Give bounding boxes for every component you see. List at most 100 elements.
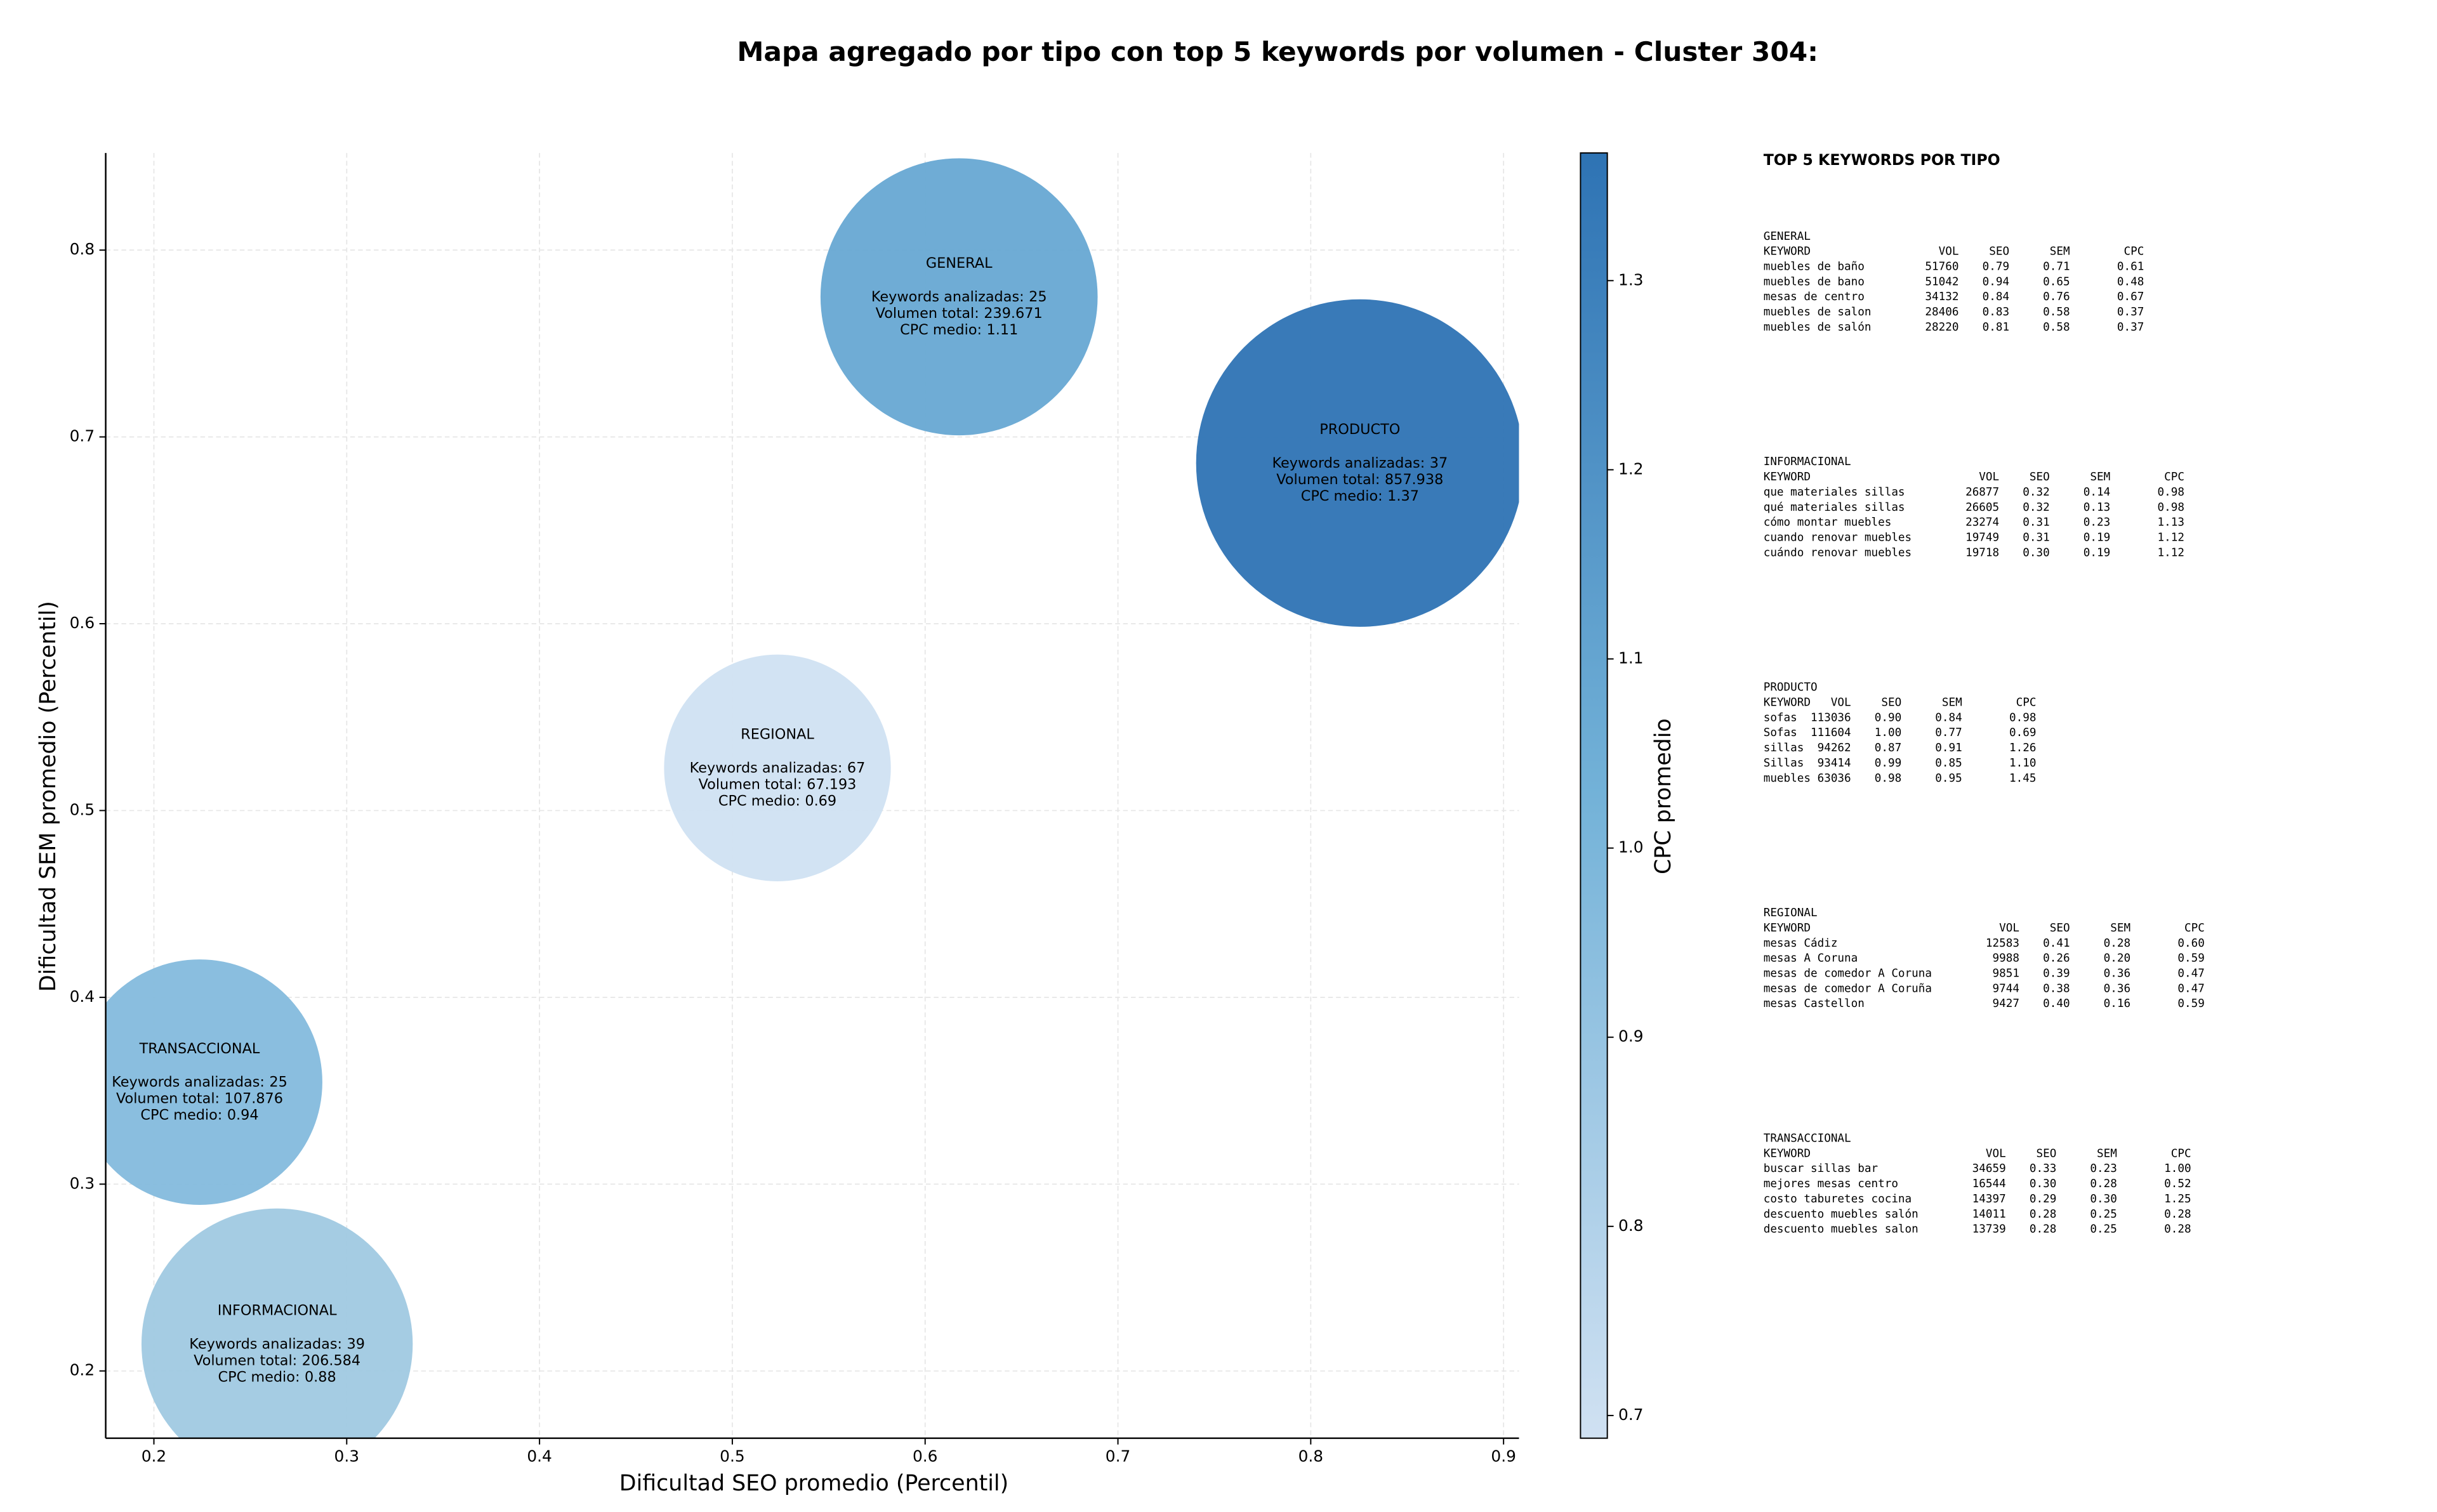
table-cell: muebles: [1764, 772, 1811, 785]
bubble-label: CPC medio: 0.94: [140, 1107, 258, 1123]
table-cell: cuándo renovar muebles: [1764, 546, 1912, 559]
table-header: SEM: [2097, 1147, 2117, 1160]
table-header: SEO: [1881, 696, 1901, 709]
bubble-label-prefix: Keywords analizadas:: [112, 1074, 265, 1090]
bubble-label-prefix: CPC medio:: [900, 321, 982, 338]
table-cell: 1.00: [1875, 726, 1901, 739]
bubble-label-value: 25: [269, 1074, 287, 1090]
table-cell: 93414: [1818, 757, 1851, 770]
table-cell: 1.13: [2158, 516, 2184, 529]
table-cell: 0.37: [2117, 321, 2144, 334]
table-cell: 19749: [1965, 532, 1999, 544]
table-cell: 0.39: [2043, 967, 2070, 980]
table-cell: 19718: [1965, 546, 1999, 559]
table-header: CPC: [2164, 471, 2184, 483]
table-cell: 0.84: [1983, 291, 2009, 303]
x-tick-label: 0.7: [1106, 1447, 1131, 1466]
table-cell: 1.12: [2158, 546, 2184, 559]
table-cell: 0.13: [2084, 501, 2110, 514]
table-header: SEO: [1989, 246, 2009, 258]
table-cell: 9851: [1993, 967, 2019, 980]
table-cell: 0.87: [1875, 742, 1901, 754]
bubble-name: REGIONAL: [741, 726, 814, 743]
table-cell: 0.20: [2104, 952, 2130, 965]
table-cell: 0.38: [2043, 982, 2070, 995]
bubble-label-prefix: CPC medio:: [718, 792, 800, 809]
bubble-label: Volumen total: 239.671: [876, 305, 1043, 321]
table-cell: Sillas: [1764, 757, 1804, 770]
table-cell: 0.95: [1935, 772, 1962, 785]
table-cell: 0.98: [2158, 501, 2184, 514]
y-tick-label: 0.8: [70, 240, 95, 258]
table-cell: muebles de bano: [1764, 275, 1865, 288]
y-tick-label: 0.7: [70, 427, 95, 445]
plot-area: [105, 153, 1519, 1438]
y-tick-label: 0.5: [70, 800, 95, 818]
x-tick-label: 0.3: [334, 1447, 360, 1466]
bubble-label: Volumen total: 206.584: [194, 1352, 360, 1369]
bubble-label-prefix: Keywords analizadas:: [690, 759, 843, 776]
table-cell: 0.98: [2158, 486, 2184, 499]
table-cell: 34132: [1925, 291, 1958, 303]
table-cell: 0.90: [1875, 711, 1901, 724]
bubble-label-value: 25: [1029, 288, 1047, 305]
table-cell: 0.33: [2030, 1162, 2056, 1175]
table-cell: mesas de comedor A Coruna: [1764, 967, 1932, 980]
table-header: KEYWORD: [1764, 696, 1811, 709]
bubble-name: PRODUCTO: [1319, 421, 1400, 438]
table-cell: 0.32: [2023, 501, 2049, 514]
bubble-label-prefix: CPC medio:: [218, 1369, 300, 1385]
table-cell: 0.19: [2084, 532, 2110, 544]
table-cell: 0.25: [2090, 1223, 2117, 1236]
table-cell: 0.84: [1935, 711, 1962, 724]
bubble-label-value: 1.11: [987, 321, 1019, 338]
x-tick-label: 0.8: [1298, 1447, 1324, 1466]
bubble-label-prefix: Volumen total:: [699, 776, 802, 792]
table-cell: 0.76: [2043, 291, 2070, 303]
bubble-label-value: 37: [1430, 454, 1448, 471]
x-tick-label: 0.5: [720, 1447, 745, 1466]
colorbar-label: CPC promedio: [1651, 718, 1676, 874]
bubble-label-prefix: Keywords analizadas:: [189, 1336, 342, 1352]
table-cell: 0.52: [2164, 1178, 2191, 1190]
x-tick-label: 0.9: [1491, 1447, 1516, 1466]
table-cell: 0.47: [2177, 982, 2204, 995]
table-cell: 14011: [1972, 1208, 2006, 1221]
table-cell: muebles de baño: [1764, 261, 1865, 273]
table-header: VOL: [1986, 1147, 2006, 1160]
bubble-label-value: 67.193: [807, 776, 856, 792]
table-header: CPC: [2171, 1147, 2191, 1160]
table-cell: cuando renovar muebles: [1764, 532, 1912, 544]
bubble: [664, 654, 891, 881]
bubble-label-prefix: Volumen total:: [1276, 471, 1380, 487]
table-cell: 0.48: [2117, 275, 2144, 288]
table-cell: mesas de comedor A Coruña: [1764, 982, 1932, 995]
bubble-label-prefix: Volumen total:: [116, 1090, 220, 1107]
table-cell: 0.67: [2117, 291, 2144, 303]
table-cell: mejores mesas centro: [1764, 1178, 1898, 1190]
table-cell: 0.85: [1935, 757, 1962, 770]
table-group-name: REGIONAL: [1764, 907, 1818, 919]
bubble-label: CPC medio: 0.88: [218, 1369, 336, 1385]
table-cell: 28406: [1925, 306, 1958, 319]
table-cell: 113036: [1811, 711, 1851, 724]
table-cell: 1.26: [2009, 742, 2036, 754]
bubble-label: Volumen total: 857.938: [1276, 471, 1443, 487]
table-cell: buscar sillas bar: [1764, 1162, 1878, 1175]
table-cell: 94262: [1818, 742, 1851, 754]
table-header: KEYWORD: [1764, 922, 1811, 935]
table-cell: 0.16: [2104, 997, 2130, 1010]
table-cell: 0.26: [2043, 952, 2070, 965]
table-header: SEO: [2030, 471, 2050, 483]
table-cell: 0.65: [2043, 275, 2070, 288]
bubble-label: Keywords analizadas: 39: [189, 1336, 365, 1352]
bubble-label-value: 107.876: [225, 1090, 283, 1107]
table-cell: 0.30: [2023, 546, 2049, 559]
table-header: CPC: [2184, 922, 2205, 935]
table-title: TOP 5 KEYWORDS POR TIPO: [1764, 151, 2000, 169]
colorbar-tick-label: 1.3: [1618, 270, 1644, 289]
table-cell: mesas Castellon: [1764, 997, 1865, 1010]
table-cell: 0.28: [2164, 1223, 2191, 1236]
table-cell: que materiales sillas: [1764, 486, 1905, 499]
